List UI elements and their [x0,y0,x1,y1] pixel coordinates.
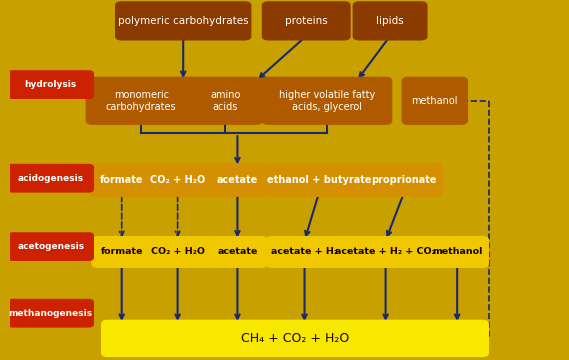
FancyBboxPatch shape [262,77,392,125]
Text: CO₂ + H₂O: CO₂ + H₂O [150,175,205,185]
FancyBboxPatch shape [115,1,251,41]
FancyBboxPatch shape [266,163,372,197]
Text: acetogenesis: acetogenesis [17,242,84,251]
Text: amino
acids: amino acids [210,90,240,112]
Text: acidogenesis: acidogenesis [18,174,84,183]
Text: CO₂ + H₂O: CO₂ + H₂O [151,248,205,256]
Text: acetate: acetate [217,248,258,256]
Text: methanogenesis: methanogenesis [9,309,93,318]
FancyBboxPatch shape [262,1,351,41]
Text: polymeric carbohydrates: polymeric carbohydrates [118,16,249,26]
FancyBboxPatch shape [365,163,443,197]
FancyBboxPatch shape [142,163,214,197]
Text: acetate: acetate [217,175,258,185]
FancyBboxPatch shape [90,163,154,197]
Text: monomeric
carbohydrates: monomeric carbohydrates [106,90,176,112]
Text: ethanol + butyrate: ethanol + butyrate [267,175,372,185]
Text: acetate + H₂ + CO₂: acetate + H₂ + CO₂ [335,248,436,256]
FancyBboxPatch shape [7,299,94,328]
FancyBboxPatch shape [353,1,427,41]
FancyBboxPatch shape [85,77,197,125]
Text: proteins: proteins [285,16,328,26]
FancyBboxPatch shape [91,236,152,268]
FancyBboxPatch shape [336,236,436,268]
FancyBboxPatch shape [101,320,489,357]
Text: higher volatile fatty
acids, glycerol: higher volatile fatty acids, glycerol [279,90,375,112]
Text: CH₄ + CO₂ + H₂O: CH₄ + CO₂ + H₂O [241,332,349,345]
Text: methanol: methanol [432,248,483,256]
Text: methanol: methanol [411,96,458,106]
FancyBboxPatch shape [402,77,468,125]
Text: formate: formate [100,175,143,185]
FancyBboxPatch shape [205,163,269,197]
Text: proprionate: proprionate [372,175,437,185]
Text: acetate + H₂: acetate + H₂ [271,248,338,256]
FancyBboxPatch shape [142,236,214,268]
FancyBboxPatch shape [7,70,94,99]
FancyBboxPatch shape [7,232,94,261]
FancyBboxPatch shape [266,236,344,268]
Text: hydrolysis: hydrolysis [24,80,77,89]
FancyBboxPatch shape [207,236,268,268]
FancyBboxPatch shape [425,236,489,268]
Text: lipids: lipids [376,16,404,26]
Text: formate: formate [101,248,143,256]
FancyBboxPatch shape [188,77,263,125]
FancyBboxPatch shape [7,164,94,193]
